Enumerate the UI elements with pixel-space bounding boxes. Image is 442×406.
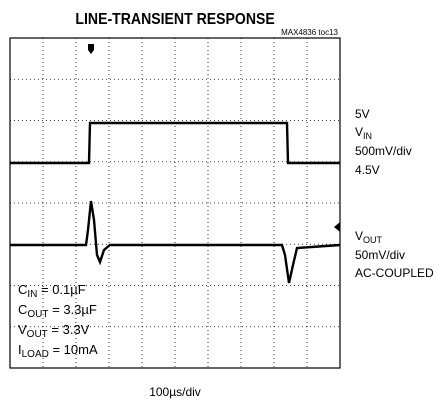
condition-subscript: OUT <box>27 329 48 340</box>
ch2-scale: 50mV/div <box>355 248 405 262</box>
condition: ILOAD = 10mA <box>18 342 98 360</box>
ch1-name: VIN <box>355 125 372 141</box>
condition-subscript: LOAD <box>22 349 49 360</box>
vin-trace <box>10 121 340 165</box>
condition-symbol: V <box>18 322 27 337</box>
ch1-top: 5V <box>355 107 370 121</box>
level-marker <box>334 222 340 232</box>
condition-symbol: C <box>18 302 27 317</box>
ch1-scale: 500mV/div <box>355 144 412 158</box>
figure-tag: MAX4836 toc13 <box>281 28 338 37</box>
grid <box>10 38 340 368</box>
condition-symbol: I <box>18 342 22 357</box>
condition-subscript: OUT <box>27 309 48 320</box>
ch2-name: VOUT <box>355 229 383 245</box>
condition-value: = 10mA <box>49 342 98 357</box>
condition: COUT = 3.3µF <box>18 302 97 320</box>
condition-value: = 3.3µF <box>49 302 97 317</box>
condition-symbol: C <box>18 282 27 297</box>
time-scale: 100µs/div <box>149 385 201 399</box>
condition: VOUT = 3.3V <box>18 322 90 340</box>
ch1-bottom: 4.5V <box>355 163 380 177</box>
condition-value: = 0.1µF <box>37 282 85 297</box>
condition-subscript: IN <box>27 289 37 300</box>
condition: CIN = 0.1µF <box>18 282 86 300</box>
trigger-marker <box>88 44 94 54</box>
ch2-coupling: AC-COUPLED <box>355 266 434 280</box>
title: LINE-TRANSIENT RESPONSE <box>75 10 274 28</box>
condition-value: = 3.3V <box>48 322 90 337</box>
vout-trace <box>10 200 341 284</box>
